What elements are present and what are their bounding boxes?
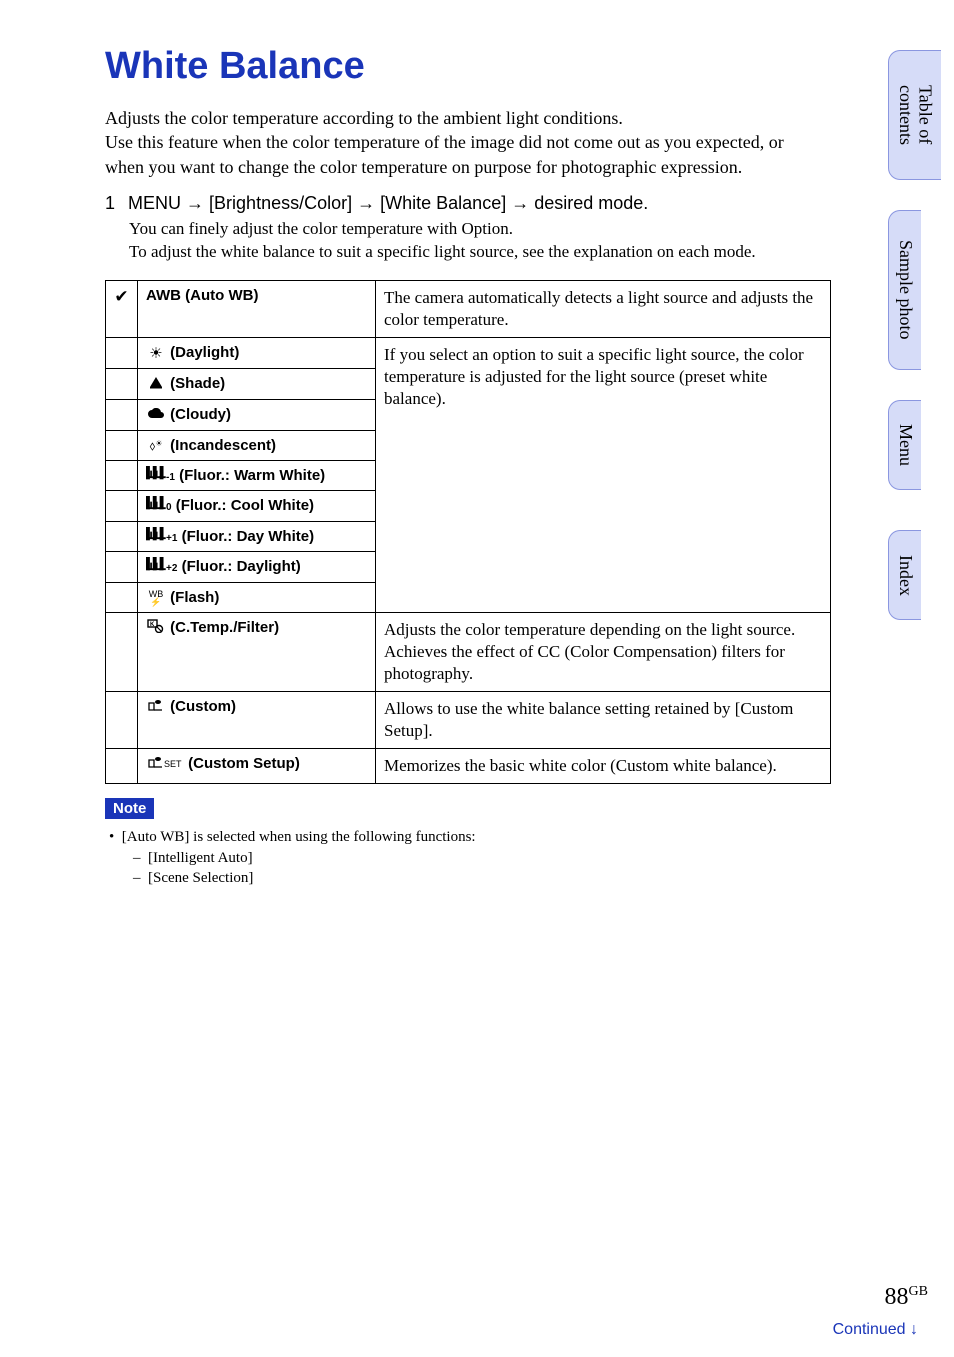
flash-icon: WB⚡ [146,590,166,606]
wb-label-text: (Flash) [170,589,219,606]
note-badge: Note [105,798,154,819]
step-body: You can finely adjust the color temperat… [129,218,798,264]
custom-icon [146,698,166,716]
wb-option-label: ▌▌▌┻┻┻+2 (Fluor.: Daylight) [138,552,376,583]
tab-index[interactable]: Index [888,530,921,620]
wb-preset-desc: If you select an option to suit a specif… [376,337,831,612]
fluorescent-icon: ▌▌▌┻┻┻ [146,467,166,484]
tab-menu[interactable]: Menu [888,400,921,490]
wb-option-label: ▌▌▌┻┻┻+1 (Fluor.: Day White) [138,521,376,552]
color-temp-filter-icon: K [146,619,166,637]
shade-icon [146,375,166,393]
svg-text:K: K [150,622,155,628]
page-number: 88GB [885,1284,928,1311]
empty-check [106,552,138,583]
wb-label-text: (C.Temp./Filter) [170,619,279,636]
wb-label-text: (Fluor.: Day White) [182,528,315,545]
step-path-2: [White Balance] [380,193,506,213]
empty-check [106,368,138,399]
wb-option-label: (Shade) [138,368,376,399]
tab-table-of-contents[interactable]: Table of contents [888,50,941,180]
empty-check [106,749,138,784]
custom-setup-icon: SET [146,755,184,773]
sun-icon: ☀ [146,344,166,362]
empty-check [106,692,138,749]
empty-check [106,337,138,368]
empty-check [106,400,138,431]
wb-label-text: (Cloudy) [170,406,231,423]
white-balance-table: ✔ AWB (Auto WB) The camera automatically… [105,280,831,785]
wb-option-label: ☀ (Daylight) [138,337,376,368]
wb-option-desc: Adjusts the color temperature depending … [376,612,831,691]
table-row: ☀ (Daylight) If you select an option to … [106,337,831,368]
wb-option-desc: Allows to use the white balance setting … [376,692,831,749]
fluor-sub: +1 [166,533,177,544]
page-number-value: 88 [885,1284,909,1310]
wb-label-text: (Fluor.: Cool White) [176,497,314,514]
note-item-text: [Scene Selection] [148,870,253,886]
bulb-icon: ⬨☀ [146,438,166,454]
fluor-sub: +2 [166,563,177,574]
note-item: – [Scene Selection] [133,868,798,888]
check-icon: ✔ [106,280,138,337]
side-tabs: Table of contents Sample photo Menu Inde… [888,50,954,650]
empty-check [106,430,138,460]
step-path-3: desired mode. [534,193,648,213]
wb-option-label: AWB (Auto WB) [138,280,376,337]
wb-label-text: (Custom) [170,698,236,715]
page-number-suffix: GB [909,1284,928,1299]
note-item-text: [Intelligent Auto] [148,850,253,866]
wb-option-label: SET (Custom Setup) [138,749,376,784]
step-number: 1 [105,193,123,214]
page-title: White Balance [105,45,798,88]
wb-option-label: K (C.Temp./Filter) [138,612,376,691]
note-list: • [Auto WB] is selected when using the f… [105,827,798,888]
wb-option-desc: Memorizes the basic white color (Custom … [376,749,831,784]
fluor-sub: -1 [166,472,175,483]
wb-option-label: WB⚡ (Flash) [138,582,376,612]
table-row: (Custom) Allows to use the white balance… [106,692,831,749]
table-row: SET (Custom Setup) Memorizes the basic w… [106,749,831,784]
fluor-sub: 0 [166,502,172,513]
cloud-icon [146,407,166,424]
wb-label-text: (Shade) [170,375,225,392]
note-item: – [Intelligent Auto] [133,848,798,868]
wb-label-text: (Fluor.: Daylight) [182,558,301,575]
wb-label-text: (Incandescent) [170,437,276,454]
wb-label-text: (Daylight) [170,344,239,361]
empty-check [106,460,138,491]
empty-check [106,612,138,691]
fluorescent-icon: ▌▌▌┻┻┻ [146,559,166,576]
wb-option-desc: The camera automatically detects a light… [376,280,831,337]
tab-sample-photo[interactable]: Sample photo [888,210,921,370]
svg-text:SET: SET [164,759,182,769]
arrow-icon: → [186,193,204,213]
intro-text: Adjusts the color temperature according … [105,106,798,179]
arrow-icon: → [511,193,529,213]
wb-option-label: (Cloudy) [138,400,376,431]
wb-label-text: (Custom Setup) [188,755,300,772]
step-body-line: You can finely adjust the color temperat… [129,218,798,241]
fluorescent-icon: ▌▌▌┻┻┻ [146,498,166,515]
table-row: ✔ AWB (Auto WB) The camera automatically… [106,280,831,337]
table-row: K (C.Temp./Filter) Adjusts the color tem… [106,612,831,691]
wb-option-label: ⬨☀ (Incandescent) [138,430,376,460]
arrow-icon: → [357,193,375,213]
wb-label-text: (Fluor.: Warm White) [179,467,325,484]
note-bullet: • [Auto WB] is selected when using the f… [109,827,798,847]
empty-check [106,521,138,552]
empty-check [106,582,138,612]
empty-check [106,491,138,522]
step-body-line: To adjust the white balance to suit a sp… [129,241,798,264]
continued-indicator: Continued ↓ [833,1321,918,1339]
step-menu: MENU [128,193,181,213]
step-instruction: 1 MENU → [Brightness/Color] → [White Bal… [105,193,798,214]
wb-option-label: (Custom) [138,692,376,749]
fluorescent-icon: ▌▌▌┻┻┻ [146,528,166,545]
wb-option-label: ▌▌▌┻┻┻-1 (Fluor.: Warm White) [138,460,376,491]
wb-option-label: ▌▌▌┻┻┻0 (Fluor.: Cool White) [138,491,376,522]
note-bullet-text: [Auto WB] is selected when using the fol… [122,829,476,845]
step-path-1: [Brightness/Color] [209,193,352,213]
